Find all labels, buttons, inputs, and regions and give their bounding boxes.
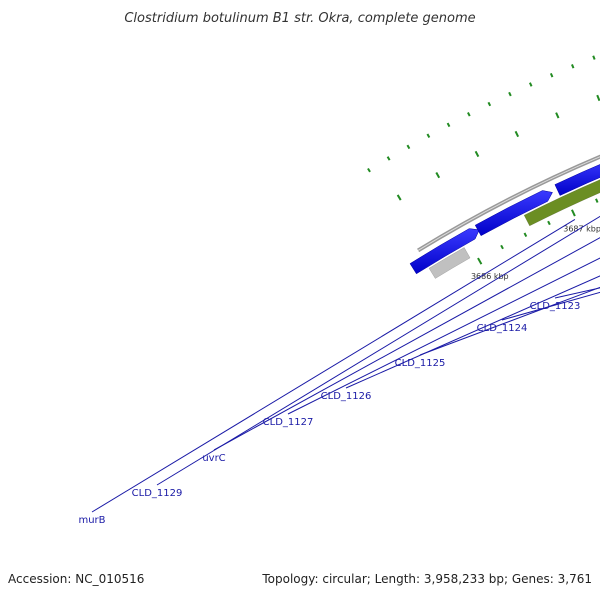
outer-dot [446,122,451,128]
cds-arrow [474,190,553,237]
genome-summary-text: Topology: circular; Length: 3,958,233 bp… [262,572,592,586]
outer-tick-dots [367,55,600,201]
cds-arrow [554,164,600,196]
feature-bands [409,154,600,279]
accession-text: Accession: NC_010516 [8,572,145,586]
gene-band [428,247,471,279]
minor-tick [500,244,504,250]
outer-dot [592,55,596,60]
gene-label: CLD_1127 [263,417,314,428]
outer-dot [386,156,391,161]
gene-label: uvrC [202,453,225,464]
mid-dot [514,130,520,138]
leader-line [156,215,600,486]
gene-label: CLD_1129 [132,488,183,499]
leader-line [213,237,600,451]
major-tick [477,257,483,265]
major-tick [571,209,576,217]
outer-dot [571,64,575,69]
outer-dot [426,133,431,138]
gene-label: CLD_1123 [530,301,581,312]
gene-label: murB [78,515,105,526]
mid-dot [555,112,560,119]
cds-arrow [409,228,480,275]
gene-label: CLD_1126 [321,391,372,402]
minor-tick [595,198,599,203]
mid-dot [474,150,480,158]
gene-labels: murB CLD_1129 uvrC CLD_1127 CLD_1126 CLD_1125… [78,215,600,526]
gene-band [523,179,600,227]
outer-dot [487,101,492,107]
leader-line [287,257,600,415]
outer-dot [528,82,533,87]
gene-label: CLD_1124 [477,323,528,334]
outer-dot [406,144,411,150]
tick-label: 3687 kbp [563,225,600,234]
tick-label: 3686 kbp [471,272,509,281]
gene-label: CLD_1125 [395,358,446,369]
outer-dot [467,112,471,117]
outer-dot [508,91,512,97]
mid-dot [596,94,600,102]
mid-dot [396,194,402,201]
minor-tick [523,232,528,237]
minor-tick [547,220,551,226]
mid-dot [435,172,441,179]
outer-dot [367,167,371,173]
leader-line [419,286,600,356]
map-title: Clostridium botulinum B1 str. Okra, comp… [124,11,475,26]
leader-line [91,218,576,513]
leader-line [345,275,600,389]
outer-dot [549,73,554,78]
